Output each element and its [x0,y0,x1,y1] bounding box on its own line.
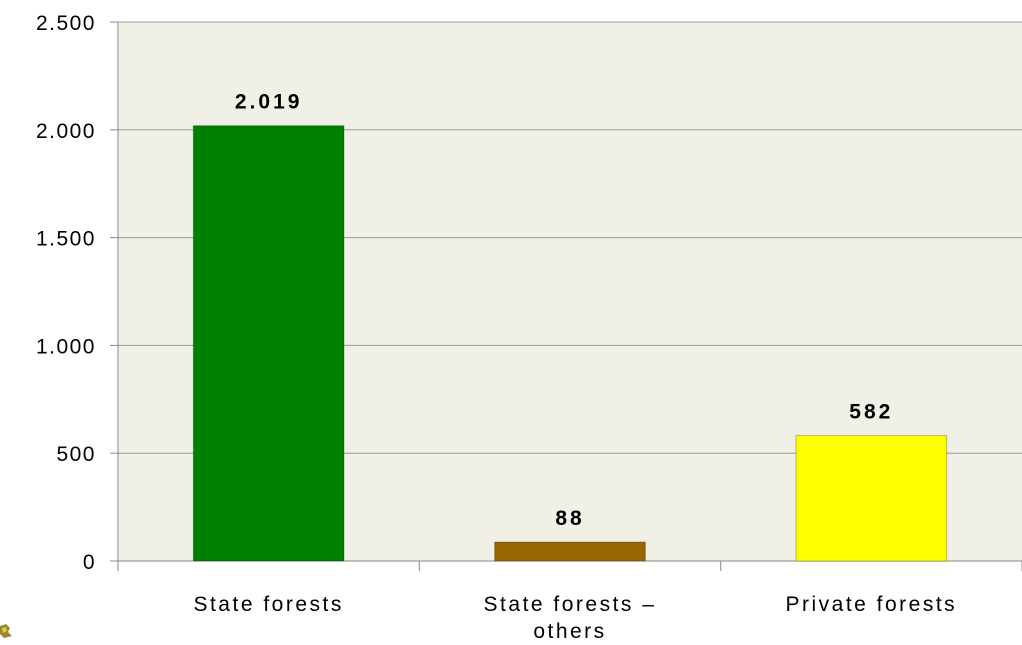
y-tick-label: 500 [56,443,96,466]
x-axis-category-labels: State forests State forests – others Privat… [193,593,957,643]
y-tick-label: 1.000 [36,335,96,358]
logo-fragment-icon [0,624,12,638]
y-tick-label: 0 [83,551,96,574]
data-label: 2.019 [235,91,303,114]
y-axis-tick-labels: 0 500 1.000 1.500 2.000 2.500 [36,12,96,574]
bar [192,125,345,562]
data-label: 88 [555,507,584,530]
bar [795,435,948,562]
bar [494,541,646,562]
x-category-label: State forests – others [484,593,657,643]
bars [192,125,948,562]
x-category-label: State forests [193,593,343,616]
y-tick-label: 1.500 [36,228,96,251]
y-tick-label: 2.000 [36,120,96,143]
x-category-label: Private forests [785,593,957,616]
data-labels: 2.019 88 582 [235,91,893,530]
data-label: 582 [849,401,893,424]
y-tick-label: 2.500 [36,12,96,35]
